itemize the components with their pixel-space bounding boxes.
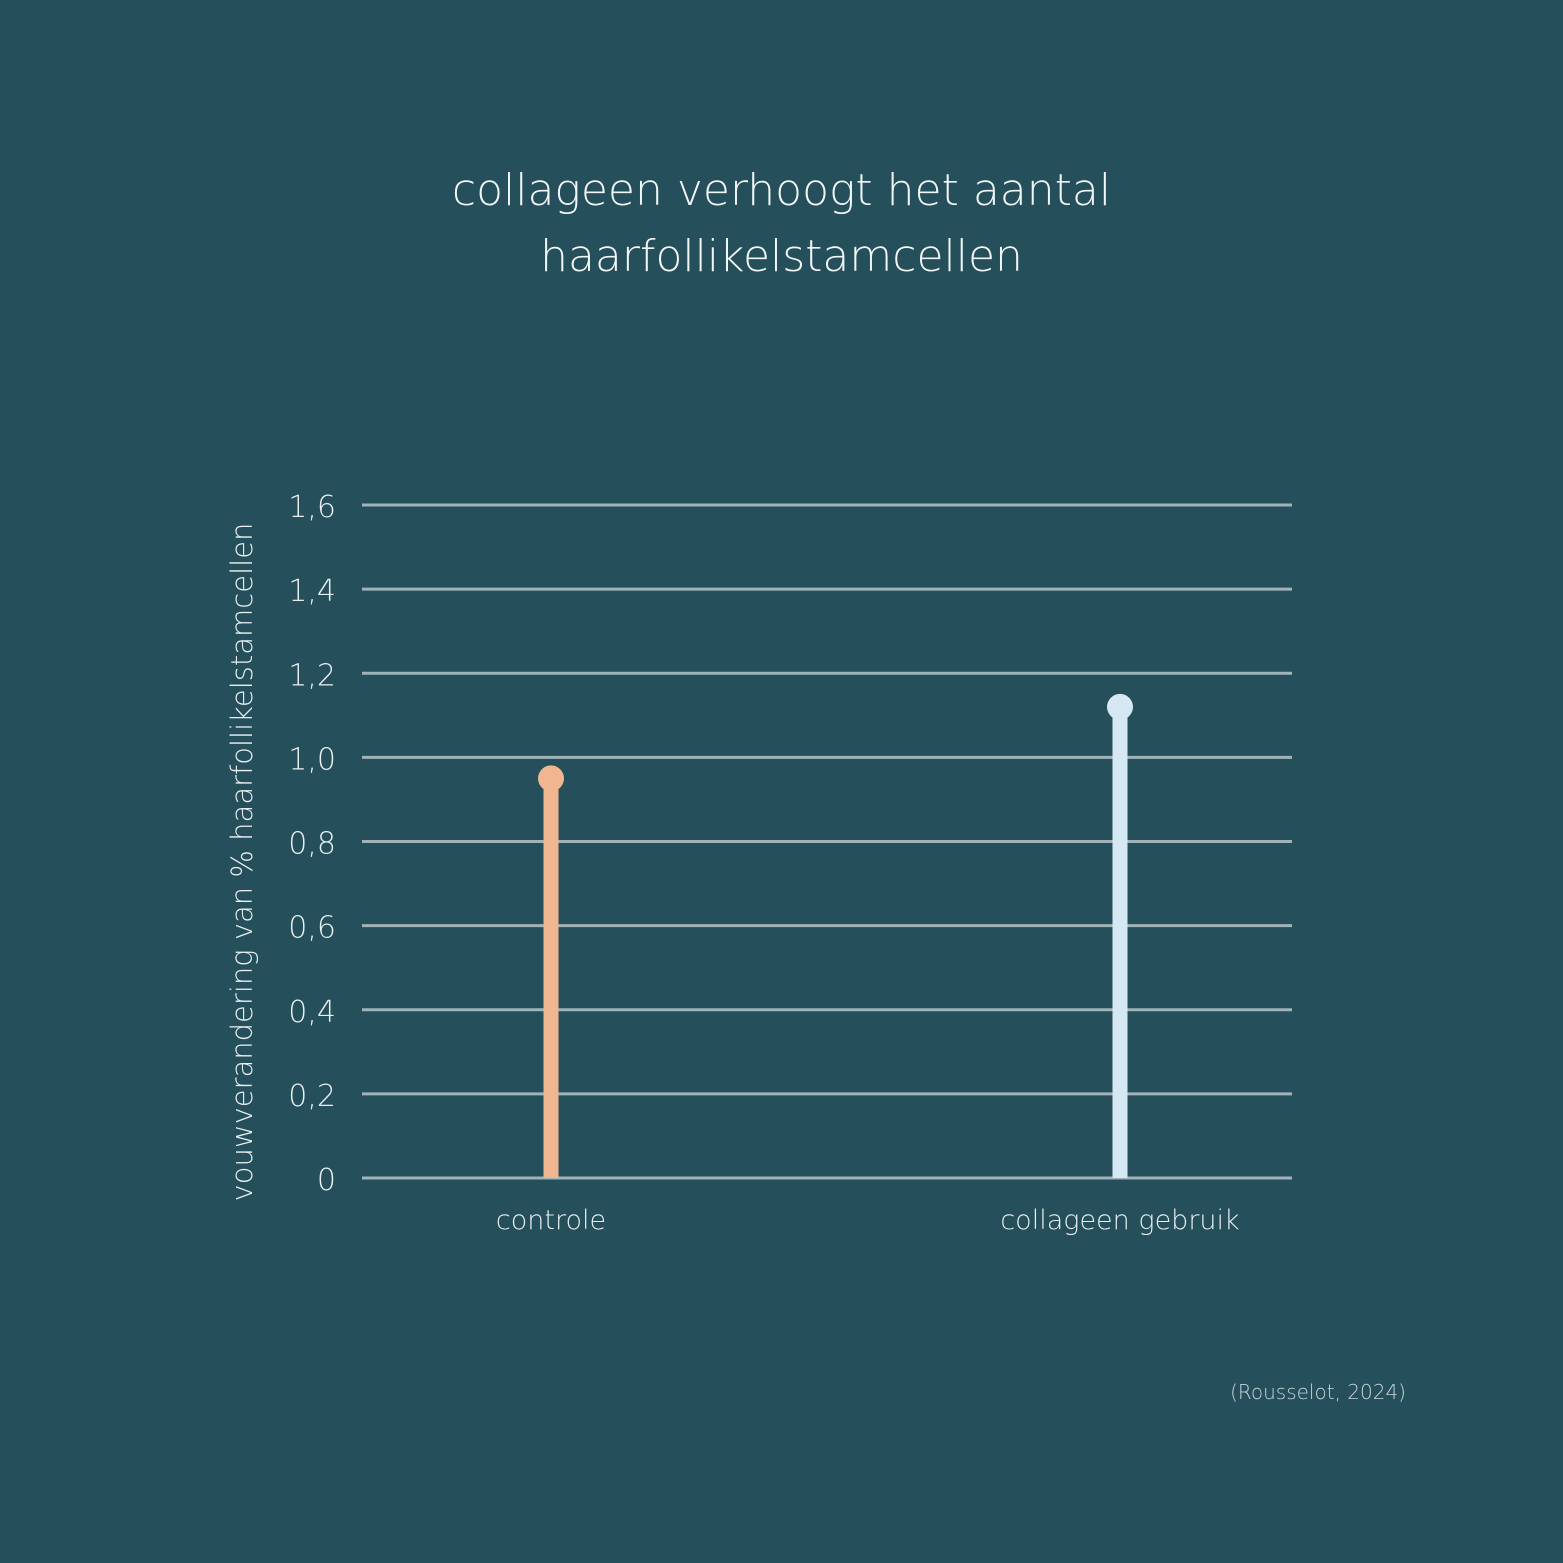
y-tick-label: 0,2 — [288, 1079, 336, 1114]
y-axis-label: vouwverandering van % haarfollikelstamce… — [225, 523, 259, 1202]
y-tick-label: 1,2 — [288, 658, 336, 693]
chart-title: collageen verhoogt het aantal haarfollik… — [0, 158, 1563, 290]
lollipop-head — [1107, 693, 1133, 720]
y-tick-label: 1,6 — [288, 490, 336, 525]
chart-title-line-1: collageen verhoogt het aantal — [451, 165, 1112, 216]
source-citation: (Rousselot, 2024) — [1230, 1380, 1406, 1404]
y-tick-label: 0,8 — [288, 827, 336, 862]
lollipop-head — [538, 765, 564, 792]
y-tick-label: 0 — [317, 1163, 336, 1198]
x-category-label: controle — [496, 1205, 606, 1236]
chart-title-line-2: haarfollikelstamcellen — [540, 231, 1023, 282]
y-tick-label: 1,4 — [288, 574, 336, 609]
x-category-label: collageen gebruik — [1000, 1205, 1239, 1236]
y-tick-label: 0,6 — [288, 911, 336, 946]
y-tick-label: 0,4 — [288, 995, 336, 1030]
y-tick-label: 1,0 — [288, 742, 336, 777]
